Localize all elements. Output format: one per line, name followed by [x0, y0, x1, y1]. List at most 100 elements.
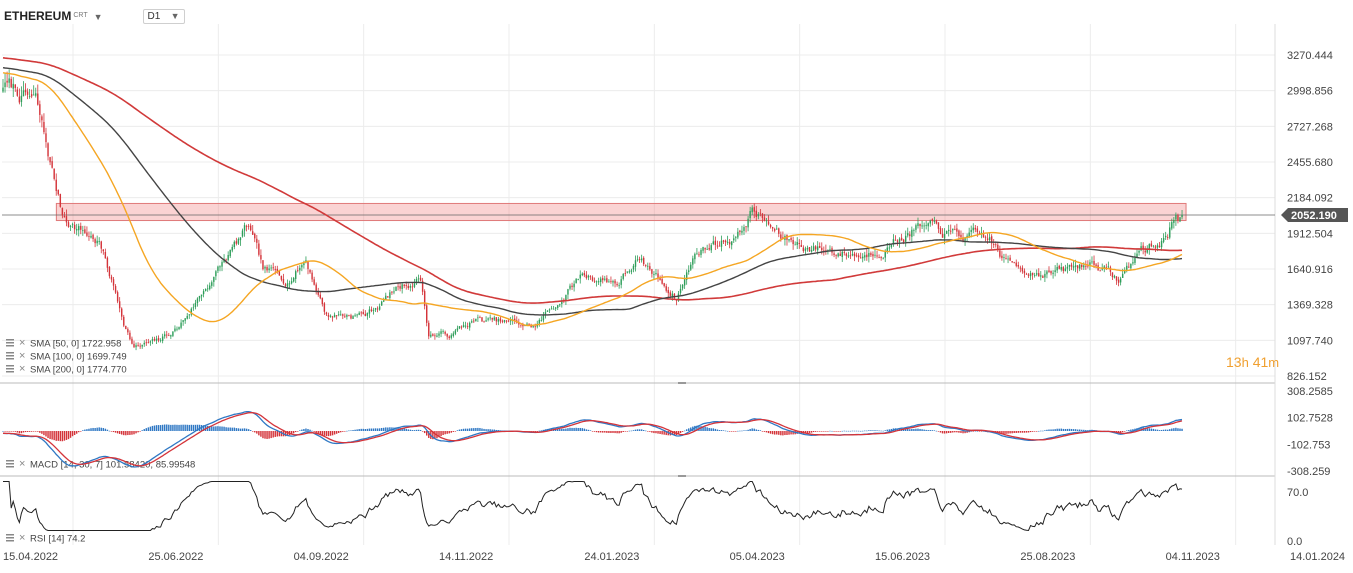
macd-histogram-bar	[663, 430, 665, 435]
candle-body	[812, 246, 815, 251]
candle-body	[489, 317, 491, 319]
legend-close-icon: ×	[19, 337, 25, 349]
macd-histogram-bar	[1126, 430, 1128, 432]
symbol-selector[interactable]: ETHEREUM CRT ▼	[4, 7, 103, 25]
legend-settings-icon	[6, 466, 14, 468]
macd-histogram-bar	[864, 430, 866, 432]
candle-body	[331, 316, 334, 318]
macd-histogram-bar	[540, 430, 543, 431]
candle-body	[215, 271, 217, 277]
macd-histogram-bar	[1158, 430, 1161, 431]
macd-histogram-bar	[645, 430, 647, 432]
legend-close-icon: ×	[19, 363, 25, 375]
candle-body	[964, 237, 966, 241]
macd-histogram-bar	[270, 430, 272, 439]
macd-histogram-bar	[849, 430, 852, 432]
macd-histogram-bar	[683, 430, 686, 432]
macd-histogram-bar	[256, 430, 258, 434]
candle-body	[935, 220, 938, 224]
candle-body	[499, 318, 502, 322]
candle-body	[1111, 272, 1114, 278]
macd-histogram-bar	[174, 424, 176, 431]
macd-histogram-bar	[599, 430, 602, 433]
candle-body	[1019, 267, 1022, 269]
candle-body	[880, 256, 882, 259]
candle-body	[1107, 266, 1110, 268]
macd-histogram-bar	[344, 430, 346, 432]
candle-body	[851, 254, 854, 256]
candle-body	[767, 221, 770, 225]
candle-body	[166, 334, 168, 336]
candle-body	[810, 249, 813, 252]
macd-histogram-bar	[272, 430, 274, 438]
candle-body	[272, 267, 274, 269]
candle-body	[751, 207, 753, 213]
candle-body	[1119, 278, 1122, 283]
candle-body	[685, 272, 688, 280]
timeframe-select[interactable]: D1 ▼	[142, 8, 185, 24]
candle-body	[139, 345, 141, 347]
macd-histogram-bar	[1144, 428, 1146, 431]
macd-histogram-bar	[1076, 429, 1079, 431]
candle-body	[659, 277, 661, 280]
candle-body	[591, 277, 594, 281]
candle-body	[743, 227, 745, 231]
date-tick-label: 04.11.2023	[1166, 551, 1220, 563]
macd-histogram-bar	[1089, 429, 1091, 431]
macd-histogram-bar	[737, 430, 739, 432]
candle-body	[258, 243, 260, 255]
candle-body	[110, 276, 113, 280]
candle-body	[266, 266, 268, 271]
candle-body	[131, 338, 133, 344]
candle-body	[94, 239, 96, 244]
candle-body	[161, 336, 164, 341]
macd-histogram-bar	[24, 430, 27, 433]
candle-body	[1011, 261, 1013, 263]
candle-body	[1166, 237, 1169, 238]
candle-body	[690, 264, 692, 270]
candle-body	[554, 307, 557, 309]
sma-legend-2: SMA [100, 0] 1699.749	[30, 352, 127, 363]
candle-body	[342, 314, 344, 316]
macd-histogram-bar	[121, 430, 123, 435]
macd-histogram-bar	[143, 429, 145, 431]
candle-body	[1054, 270, 1056, 272]
caret-down-icon[interactable]: ▼	[93, 12, 103, 22]
candle-body	[733, 238, 735, 241]
candle-body	[442, 331, 444, 332]
macd-histogram-bar	[978, 430, 981, 432]
macd-histogram-bar	[114, 430, 117, 433]
candle-body	[143, 342, 145, 345]
candle-body	[141, 344, 143, 347]
candle-body	[503, 320, 506, 322]
macd-histogram-bar	[1001, 430, 1003, 435]
macd-histogram-bar	[845, 430, 848, 432]
macd-histogram-bar	[718, 430, 721, 431]
macd-histogram-bar	[757, 429, 760, 431]
candle-body	[24, 89, 27, 93]
macd-histogram-bar	[100, 427, 102, 431]
candle-body	[593, 280, 596, 282]
macd-histogram-bar	[679, 430, 682, 434]
candle-body	[335, 315, 338, 317]
candle-body	[927, 223, 929, 227]
candle-body	[755, 210, 757, 217]
macd-histogram-bar	[161, 424, 164, 431]
candle-body	[1117, 279, 1120, 283]
macd-histogram-bar	[487, 429, 489, 431]
candle-body	[667, 290, 669, 294]
candle-body	[1160, 241, 1163, 248]
candle-body	[833, 253, 835, 255]
macd-histogram-bar	[1085, 429, 1087, 431]
candle-body	[970, 229, 972, 233]
macd-histogram-bar	[743, 430, 745, 431]
macd-histogram-bar	[1146, 428, 1148, 431]
candle-body	[1132, 262, 1134, 264]
candle-body	[726, 241, 729, 243]
candle-body	[116, 292, 119, 302]
candle-body	[947, 229, 950, 232]
candle-body	[307, 261, 309, 269]
macd-histogram-bar	[1117, 430, 1120, 434]
candle-body	[1142, 245, 1144, 250]
